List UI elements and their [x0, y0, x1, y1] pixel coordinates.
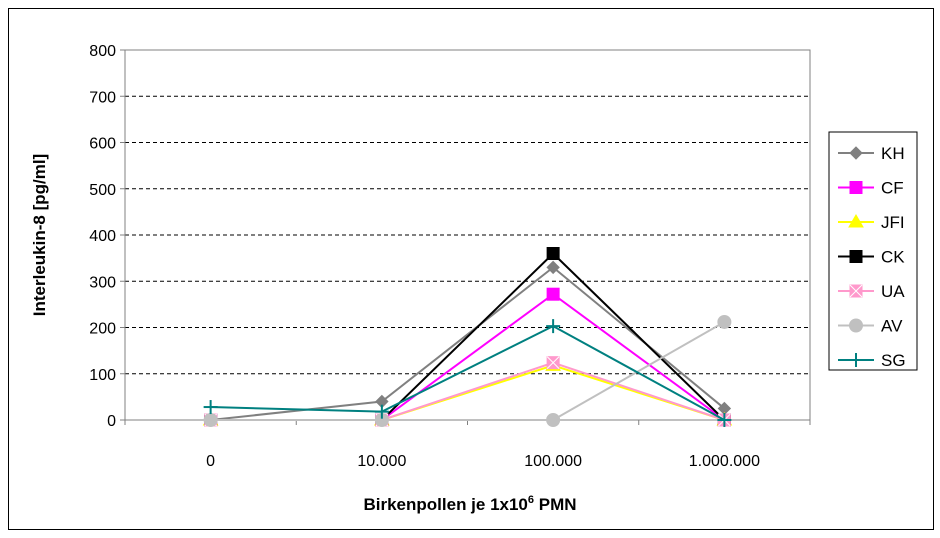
- data-point: [546, 287, 560, 301]
- legend-marker: [849, 284, 863, 298]
- legend-label: SG: [881, 351, 906, 370]
- x-tick-label: 100.000: [524, 453, 582, 470]
- x-tick-label: 10.000: [357, 453, 406, 470]
- legend-marker: [849, 146, 863, 160]
- legend-label: KH: [881, 144, 905, 163]
- series-kh: [203, 260, 732, 427]
- series-line: [210, 324, 725, 421]
- x-tick-label: 0: [206, 453, 215, 470]
- y-tick-label: 400: [89, 228, 116, 245]
- legend-marker: [849, 181, 863, 194]
- legend-marker: [849, 353, 863, 367]
- y-tick-label: 800: [89, 43, 116, 60]
- x-axis: 0 10.000 100.000 1.000.000: [124, 419, 811, 470]
- x-axis-label-superscript: 6: [528, 494, 534, 506]
- data-point: [717, 314, 732, 329]
- data-point: [717, 413, 732, 427]
- legend-label: CF: [881, 179, 904, 198]
- legend: KH CF JFI CK UA AV SG: [828, 131, 918, 371]
- legend-marker: [849, 318, 863, 333]
- y-tick-label: 0: [107, 413, 116, 430]
- y-tick-label: 600: [89, 136, 116, 153]
- y-tick-label: 500: [89, 182, 116, 199]
- data-point: [546, 356, 560, 370]
- data-point: [546, 319, 561, 334]
- data-point: [546, 413, 561, 427]
- x-tick-label: 1.000.000: [689, 453, 760, 470]
- chart-frame: [8, 8, 934, 530]
- legend-item-jfi: JFI: [838, 213, 905, 232]
- series-cf: [204, 287, 731, 427]
- y-axis-label: Interleukin-8 [pg/ml]: [30, 154, 49, 316]
- legend-box: [828, 131, 918, 371]
- data-point: [546, 247, 560, 260]
- x-axis-label-tail: PMN: [534, 495, 577, 514]
- series-layer: [202, 247, 733, 427]
- legend-item-sg: SG: [838, 351, 906, 370]
- x-axis-label-main: Birkenpollen je 1x10: [363, 495, 527, 514]
- legend-label: UA: [881, 282, 905, 301]
- series-sg: [203, 319, 732, 427]
- legend-item-ck: CK: [838, 248, 905, 267]
- y-tick-label: 100: [89, 367, 116, 384]
- y-tick-label: 200: [89, 321, 116, 338]
- legend-item-ua: UA: [838, 282, 905, 301]
- y-axis: 0 100 200 300 400 500 600 700 800: [89, 43, 126, 430]
- legend-item-kh: KH: [838, 144, 905, 163]
- legend-item-av: AV: [838, 317, 903, 336]
- data-point: [203, 400, 218, 415]
- legend-label: CK: [881, 248, 905, 267]
- marker-stroke: [849, 284, 863, 298]
- marker-stroke: [546, 356, 560, 370]
- legend-label: AV: [881, 317, 903, 336]
- series-line: [210, 292, 725, 421]
- series-ck: [204, 247, 731, 427]
- legend-marker: [849, 250, 863, 263]
- data-point: [203, 413, 218, 427]
- data-point: [374, 404, 389, 419]
- y-tick-label: 700: [89, 89, 116, 106]
- gridlines: [125, 49, 810, 375]
- series-av: [203, 314, 732, 427]
- series-line: [210, 321, 725, 421]
- x-axis-label: Birkenpollen je 1x106 PMN: [363, 494, 576, 514]
- data-point: [546, 260, 560, 275]
- legend-item-cf: CF: [838, 179, 904, 198]
- legend-items: KH CF JFI CK UA AV SG: [838, 144, 906, 370]
- y-tick-label: 300: [89, 274, 116, 291]
- legend-label: JFI: [881, 213, 905, 232]
- legend-marker: [848, 214, 864, 228]
